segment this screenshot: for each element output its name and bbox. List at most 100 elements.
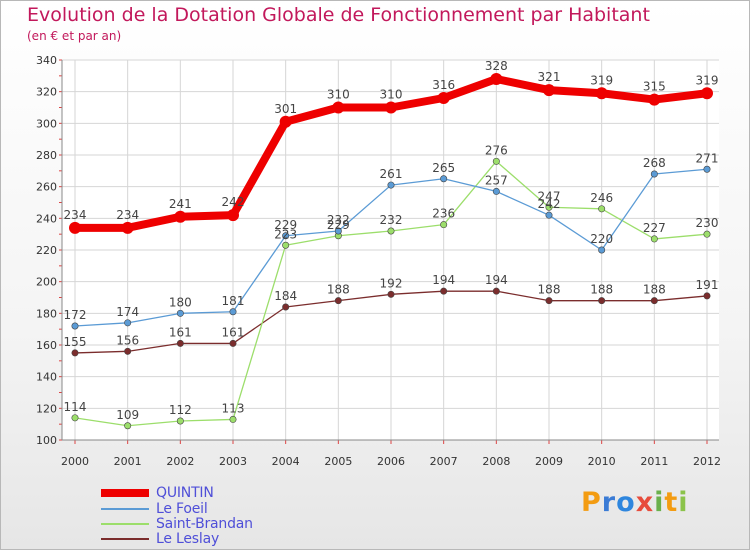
data-point [124, 319, 132, 327]
data-point [703, 292, 711, 300]
data-label: 194 [485, 273, 508, 287]
data-point [650, 170, 658, 178]
data-label: 184 [274, 289, 297, 303]
legend-label-saint-brandan: Saint-Brandan [156, 516, 253, 532]
data-point [387, 227, 395, 235]
data-label: 234 [116, 208, 139, 222]
data-point [701, 87, 713, 100]
x-tick-label: 2011 [640, 455, 668, 468]
x-tick-label: 2001 [114, 455, 142, 468]
data-label: 316 [432, 78, 455, 92]
data-point [71, 414, 79, 422]
data-label: 276 [485, 143, 508, 157]
data-label: 261 [380, 167, 403, 181]
data-point [545, 203, 553, 211]
proxiti-logo: Proxiti [581, 487, 689, 518]
x-tick-label: 2005 [324, 455, 352, 468]
data-label: 319 [590, 73, 613, 87]
data-point [387, 290, 395, 298]
data-label: 247 [538, 189, 561, 203]
chart-subtitle: (en € et par an) [27, 29, 122, 43]
data-label: 271 [696, 151, 719, 165]
data-point [595, 87, 608, 100]
legend-label-le-leslay: Le Leslay [156, 531, 220, 547]
logo-letter: r [601, 487, 617, 518]
data-label: 229 [274, 218, 297, 232]
y-tick-label: 240 [36, 212, 57, 225]
data-point [334, 227, 342, 235]
data-point [387, 181, 395, 189]
data-point [437, 92, 450, 104]
data-point [282, 303, 290, 311]
data-point [598, 297, 606, 305]
x-tick-label: 2000 [61, 455, 89, 468]
data-label: 174 [116, 305, 139, 319]
legend-item-quintin: QUINTIN [101, 485, 214, 501]
x-tick-label: 2009 [535, 455, 563, 468]
data-point [282, 232, 290, 240]
logo-letter: i [654, 487, 665, 518]
data-point [124, 422, 132, 430]
data-label: 109 [116, 408, 139, 422]
y-tick-label: 340 [36, 54, 57, 67]
data-label: 328 [485, 59, 508, 73]
data-label: 310 [327, 88, 350, 102]
data-label: 301 [274, 102, 297, 116]
logo-letter: o [616, 487, 636, 518]
data-point [492, 287, 500, 295]
data-label: 220 [590, 232, 613, 246]
data-point [440, 221, 448, 229]
data-label: 257 [485, 173, 508, 187]
data-label: 241 [169, 197, 192, 211]
y-tick-label: 280 [36, 149, 57, 162]
legend-swatch-le-leslay [101, 538, 149, 540]
data-label: 232 [380, 213, 403, 227]
x-tick-label: 2003 [219, 455, 247, 468]
data-label: 113 [222, 401, 245, 415]
y-tick-label: 120 [36, 402, 57, 415]
data-point [334, 297, 342, 305]
data-label: 192 [380, 276, 403, 290]
x-tick-label: 2007 [430, 455, 458, 468]
data-label: 161 [169, 325, 192, 339]
data-label: 172 [64, 308, 87, 322]
data-label: 188 [643, 283, 666, 297]
data-label: 223 [274, 227, 297, 241]
y-tick-label: 220 [36, 244, 57, 257]
data-point [440, 175, 448, 183]
x-tick-label: 2004 [272, 455, 300, 468]
data-point [598, 246, 606, 254]
data-label: 188 [327, 283, 350, 297]
legend-item-saint-brandan: Saint-Brandan [101, 516, 253, 532]
logo-letter: t [664, 487, 679, 518]
data-point [703, 165, 711, 173]
data-point [440, 287, 448, 295]
data-point [703, 230, 711, 238]
data-point [176, 417, 184, 425]
data-point [279, 115, 292, 128]
data-label: 310 [380, 88, 403, 102]
data-label: 230 [696, 216, 719, 230]
data-label: 180 [169, 295, 192, 309]
x-tick-label: 2010 [588, 455, 616, 468]
data-point [282, 241, 290, 249]
legend-swatch-saint-brandan [101, 523, 149, 525]
data-point [71, 322, 79, 330]
data-point [71, 349, 79, 357]
data-label: 191 [696, 278, 719, 292]
legend-item-le-leslay: Le Leslay [101, 531, 220, 547]
data-point [229, 339, 237, 347]
legend-item-le-foeil: Le Foeil [101, 501, 208, 517]
logo-letter: i [678, 487, 689, 518]
data-point [385, 101, 397, 114]
logo-letter: P [581, 487, 602, 518]
y-tick-label: 140 [36, 371, 57, 384]
data-point [332, 101, 345, 114]
data-label: 246 [590, 191, 613, 205]
y-tick-label: 200 [36, 276, 57, 289]
data-label: 232 [327, 213, 350, 227]
y-tick-label: 260 [36, 181, 57, 194]
data-point [492, 187, 500, 195]
chart-title: Evolution de la Dotation Globale de Fonc… [27, 4, 650, 26]
